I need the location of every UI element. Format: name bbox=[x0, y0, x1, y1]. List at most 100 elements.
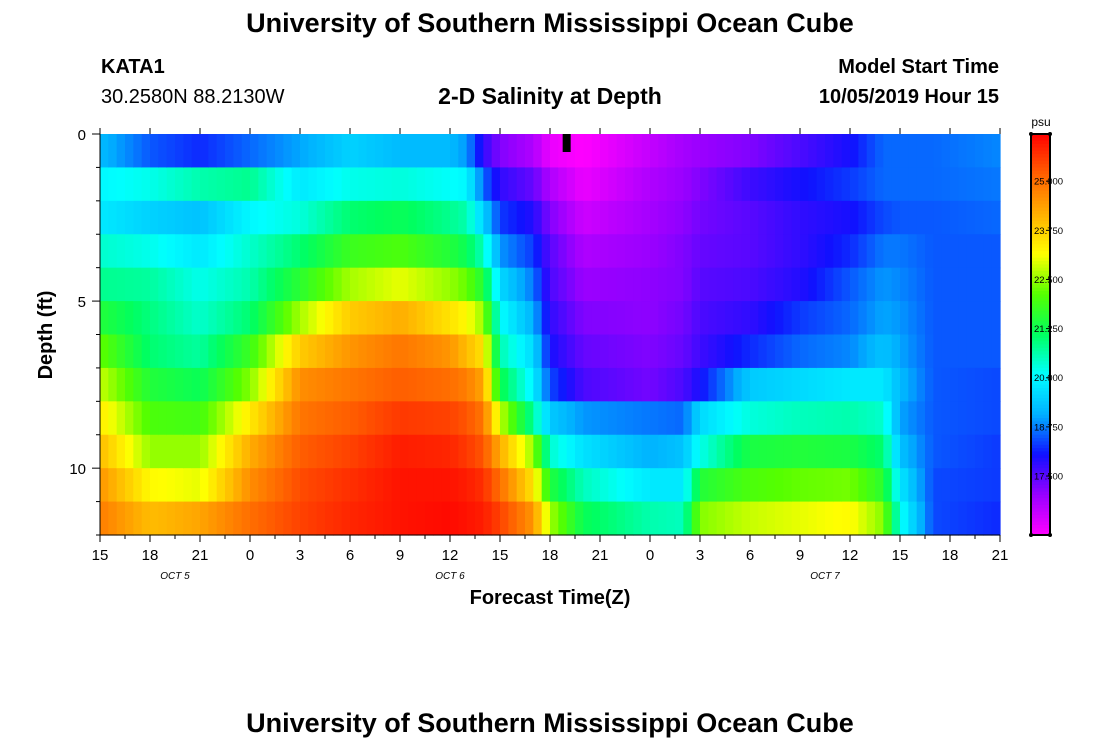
heatmap-cell bbox=[816, 401, 826, 436]
heatmap-cell bbox=[425, 501, 434, 536]
heatmap-cell bbox=[408, 134, 418, 169]
heatmap-cell bbox=[866, 401, 876, 436]
heatmap-cell bbox=[916, 434, 926, 469]
heatmap-cell bbox=[883, 301, 893, 336]
heatmap-cell bbox=[925, 367, 934, 402]
heatmap-cell bbox=[508, 167, 518, 202]
heatmap-cell bbox=[391, 334, 401, 369]
heatmap-cell bbox=[433, 501, 443, 536]
heatmap-cell bbox=[683, 501, 693, 536]
colorbar-segment bbox=[1031, 247, 1050, 252]
heatmap-cell bbox=[308, 468, 318, 503]
heatmap-cell bbox=[466, 334, 476, 369]
heatmap-cell bbox=[466, 134, 476, 169]
heatmap-cell bbox=[266, 367, 276, 402]
heatmap-cell bbox=[650, 367, 659, 402]
heatmap-cell bbox=[366, 367, 376, 402]
heatmap-cell bbox=[425, 401, 434, 436]
heatmap-cell bbox=[308, 167, 318, 202]
heatmap-cell bbox=[241, 434, 251, 469]
heatmap-cell bbox=[600, 501, 609, 536]
heatmap-cell bbox=[575, 134, 584, 169]
heatmap-cell bbox=[541, 167, 551, 202]
colorbar-segment bbox=[1031, 180, 1050, 185]
heatmap-cell bbox=[666, 501, 676, 536]
heatmap-cell bbox=[483, 134, 493, 169]
heatmap-cell bbox=[366, 401, 376, 436]
heatmap-cell bbox=[450, 267, 459, 302]
heatmap-cell bbox=[150, 234, 159, 269]
heatmap-cell bbox=[575, 301, 584, 336]
heatmap-cell bbox=[258, 167, 268, 202]
colorbar-segment bbox=[1031, 187, 1050, 192]
heatmap-cell bbox=[233, 501, 243, 536]
heatmap-cell bbox=[191, 267, 201, 302]
heatmap-cell bbox=[941, 167, 951, 202]
heatmap-cell bbox=[575, 234, 584, 269]
heatmap-cell bbox=[791, 267, 801, 302]
heatmap-cell bbox=[541, 267, 551, 302]
heatmap-cell bbox=[241, 267, 251, 302]
heatmap-cell bbox=[641, 267, 651, 302]
heatmap-cell bbox=[366, 134, 376, 169]
heatmap-cell bbox=[375, 301, 384, 336]
colorbar-segment bbox=[1031, 401, 1050, 406]
heatmap-cell bbox=[566, 401, 576, 436]
heatmap-cell bbox=[483, 434, 493, 469]
colorbar-segment bbox=[1031, 327, 1050, 332]
heatmap-cell bbox=[408, 167, 418, 202]
heatmap-cell bbox=[216, 134, 226, 169]
colorbar-segment bbox=[1031, 234, 1050, 239]
heatmap-cell bbox=[425, 468, 434, 503]
heatmap-cell bbox=[608, 367, 618, 402]
heatmap-cell bbox=[341, 468, 351, 503]
colorbar-segment bbox=[1031, 170, 1050, 175]
heatmap-cell bbox=[308, 401, 318, 436]
heatmap-cell bbox=[983, 468, 993, 503]
heatmap-cell bbox=[100, 267, 109, 302]
heatmap-cell bbox=[658, 401, 668, 436]
heatmap-cell bbox=[566, 501, 576, 536]
heatmap-cell bbox=[266, 434, 276, 469]
heatmap-cell bbox=[258, 401, 268, 436]
heatmap-cell bbox=[858, 134, 868, 169]
colorbar-segment bbox=[1031, 448, 1050, 453]
heatmap-cell bbox=[525, 468, 534, 503]
heatmap-cell bbox=[800, 468, 809, 503]
heatmap-cell bbox=[816, 468, 826, 503]
heatmap-cell bbox=[733, 367, 743, 402]
heatmap-cell bbox=[358, 134, 368, 169]
heatmap-cell bbox=[416, 267, 426, 302]
heatmap-cell bbox=[175, 267, 184, 302]
heatmap-cell bbox=[866, 167, 876, 202]
heatmap-cell bbox=[808, 167, 818, 202]
heatmap-cell bbox=[433, 434, 443, 469]
heatmap-cell bbox=[866, 200, 876, 235]
heatmap-cell bbox=[433, 301, 443, 336]
heatmap-cell bbox=[991, 468, 1001, 503]
colorbar-segment bbox=[1031, 271, 1050, 275]
heatmap-cell bbox=[716, 301, 726, 336]
heatmap-cell bbox=[316, 200, 326, 235]
heatmap-cell bbox=[291, 234, 301, 269]
heatmap-cell bbox=[583, 501, 593, 536]
heatmap-cell bbox=[133, 267, 143, 302]
heatmap-cell bbox=[983, 367, 993, 402]
model-start-label: Model Start Time bbox=[838, 56, 999, 78]
colorbar-segment bbox=[1031, 291, 1050, 295]
heatmap-cell bbox=[350, 134, 359, 169]
heatmap-cell bbox=[191, 167, 201, 202]
heatmap-cell bbox=[850, 200, 859, 235]
heatmap-cell bbox=[741, 468, 751, 503]
heatmap-cell bbox=[608, 501, 618, 536]
heatmap-cell bbox=[300, 334, 309, 369]
heatmap-cell bbox=[266, 334, 276, 369]
heatmap-cell bbox=[883, 501, 893, 536]
heatmap-cell bbox=[100, 134, 109, 169]
heatmap-cell bbox=[508, 334, 518, 369]
heatmap-cell bbox=[825, 267, 834, 302]
heatmap-cell bbox=[208, 367, 218, 402]
heatmap-cell bbox=[883, 367, 893, 402]
heatmap-cell bbox=[391, 134, 401, 169]
heatmap-cell bbox=[500, 200, 509, 235]
